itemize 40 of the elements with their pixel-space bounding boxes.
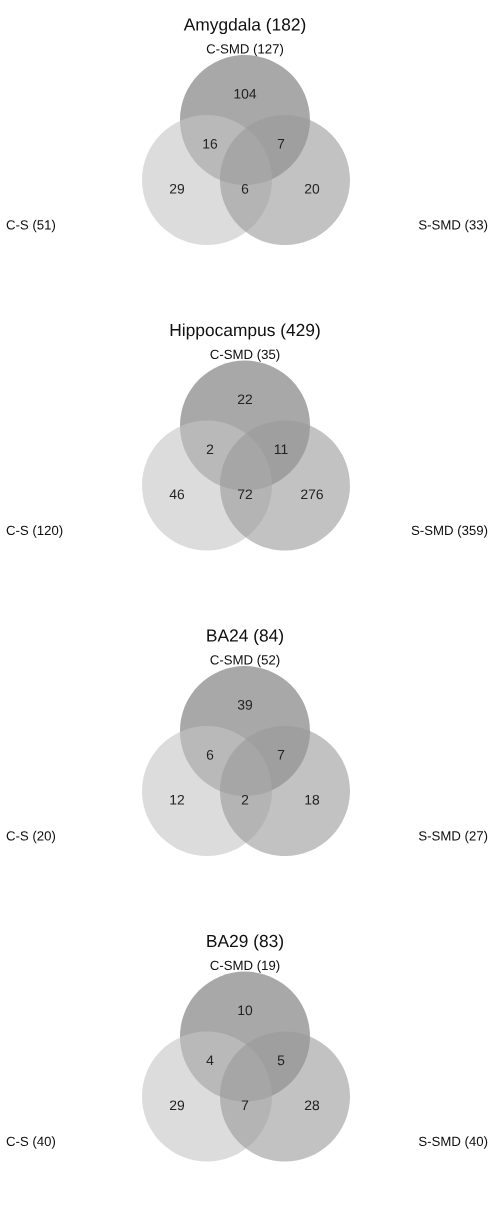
data-label: 28 [304,1100,320,1111]
text: BA29 (83) [207,934,284,951]
data-label: 72 [237,489,253,500]
data-label: 22 [237,394,253,405]
data-label: 7 [277,139,285,149]
text: C-S (20) [6,830,56,844]
text: C-S (40) [6,1136,56,1149]
data-label: 16 [203,138,218,149]
text: S-SMD (359) [411,525,488,538]
text: S-SMD (33) [418,219,488,233]
data-label: 4 [206,1055,214,1066]
data-label: 6 [241,183,249,194]
text: C-SMD (127) [206,43,284,57]
text: C-SMD (35) [210,349,280,362]
text: Hippocampus (429) [170,323,320,340]
data-label: 29 [169,1100,185,1111]
text: C-S (120) [6,525,63,538]
data-label: 276 [301,489,323,500]
data-label: 5 [277,1055,285,1066]
data-label: 12 [170,794,185,805]
data-label: 7 [241,1100,249,1111]
data-label: 6 [206,749,214,760]
data-label: 18 [305,794,320,805]
data-label: 11 [274,444,288,455]
data-label: 2 [241,794,249,805]
data-label: 7 [277,750,285,760]
text: BA24 (84) [207,628,284,646]
data-label: 10 [238,1005,253,1016]
data-label: 39 [237,699,253,710]
data-label: 20 [304,183,320,194]
data-label: 46 [169,489,185,500]
data-label: 29 [169,183,185,194]
data-label: 2 [206,444,214,455]
text: S-SMD (40) [418,1136,488,1149]
data-label: 104 [234,88,257,99]
text: C-SMD (19) [210,960,280,973]
text: C-SMD (52) [210,654,280,668]
text: S-SMD (27) [418,830,488,844]
text: C-S (51) [6,219,56,233]
text: Amygdala (182) [183,17,306,35]
